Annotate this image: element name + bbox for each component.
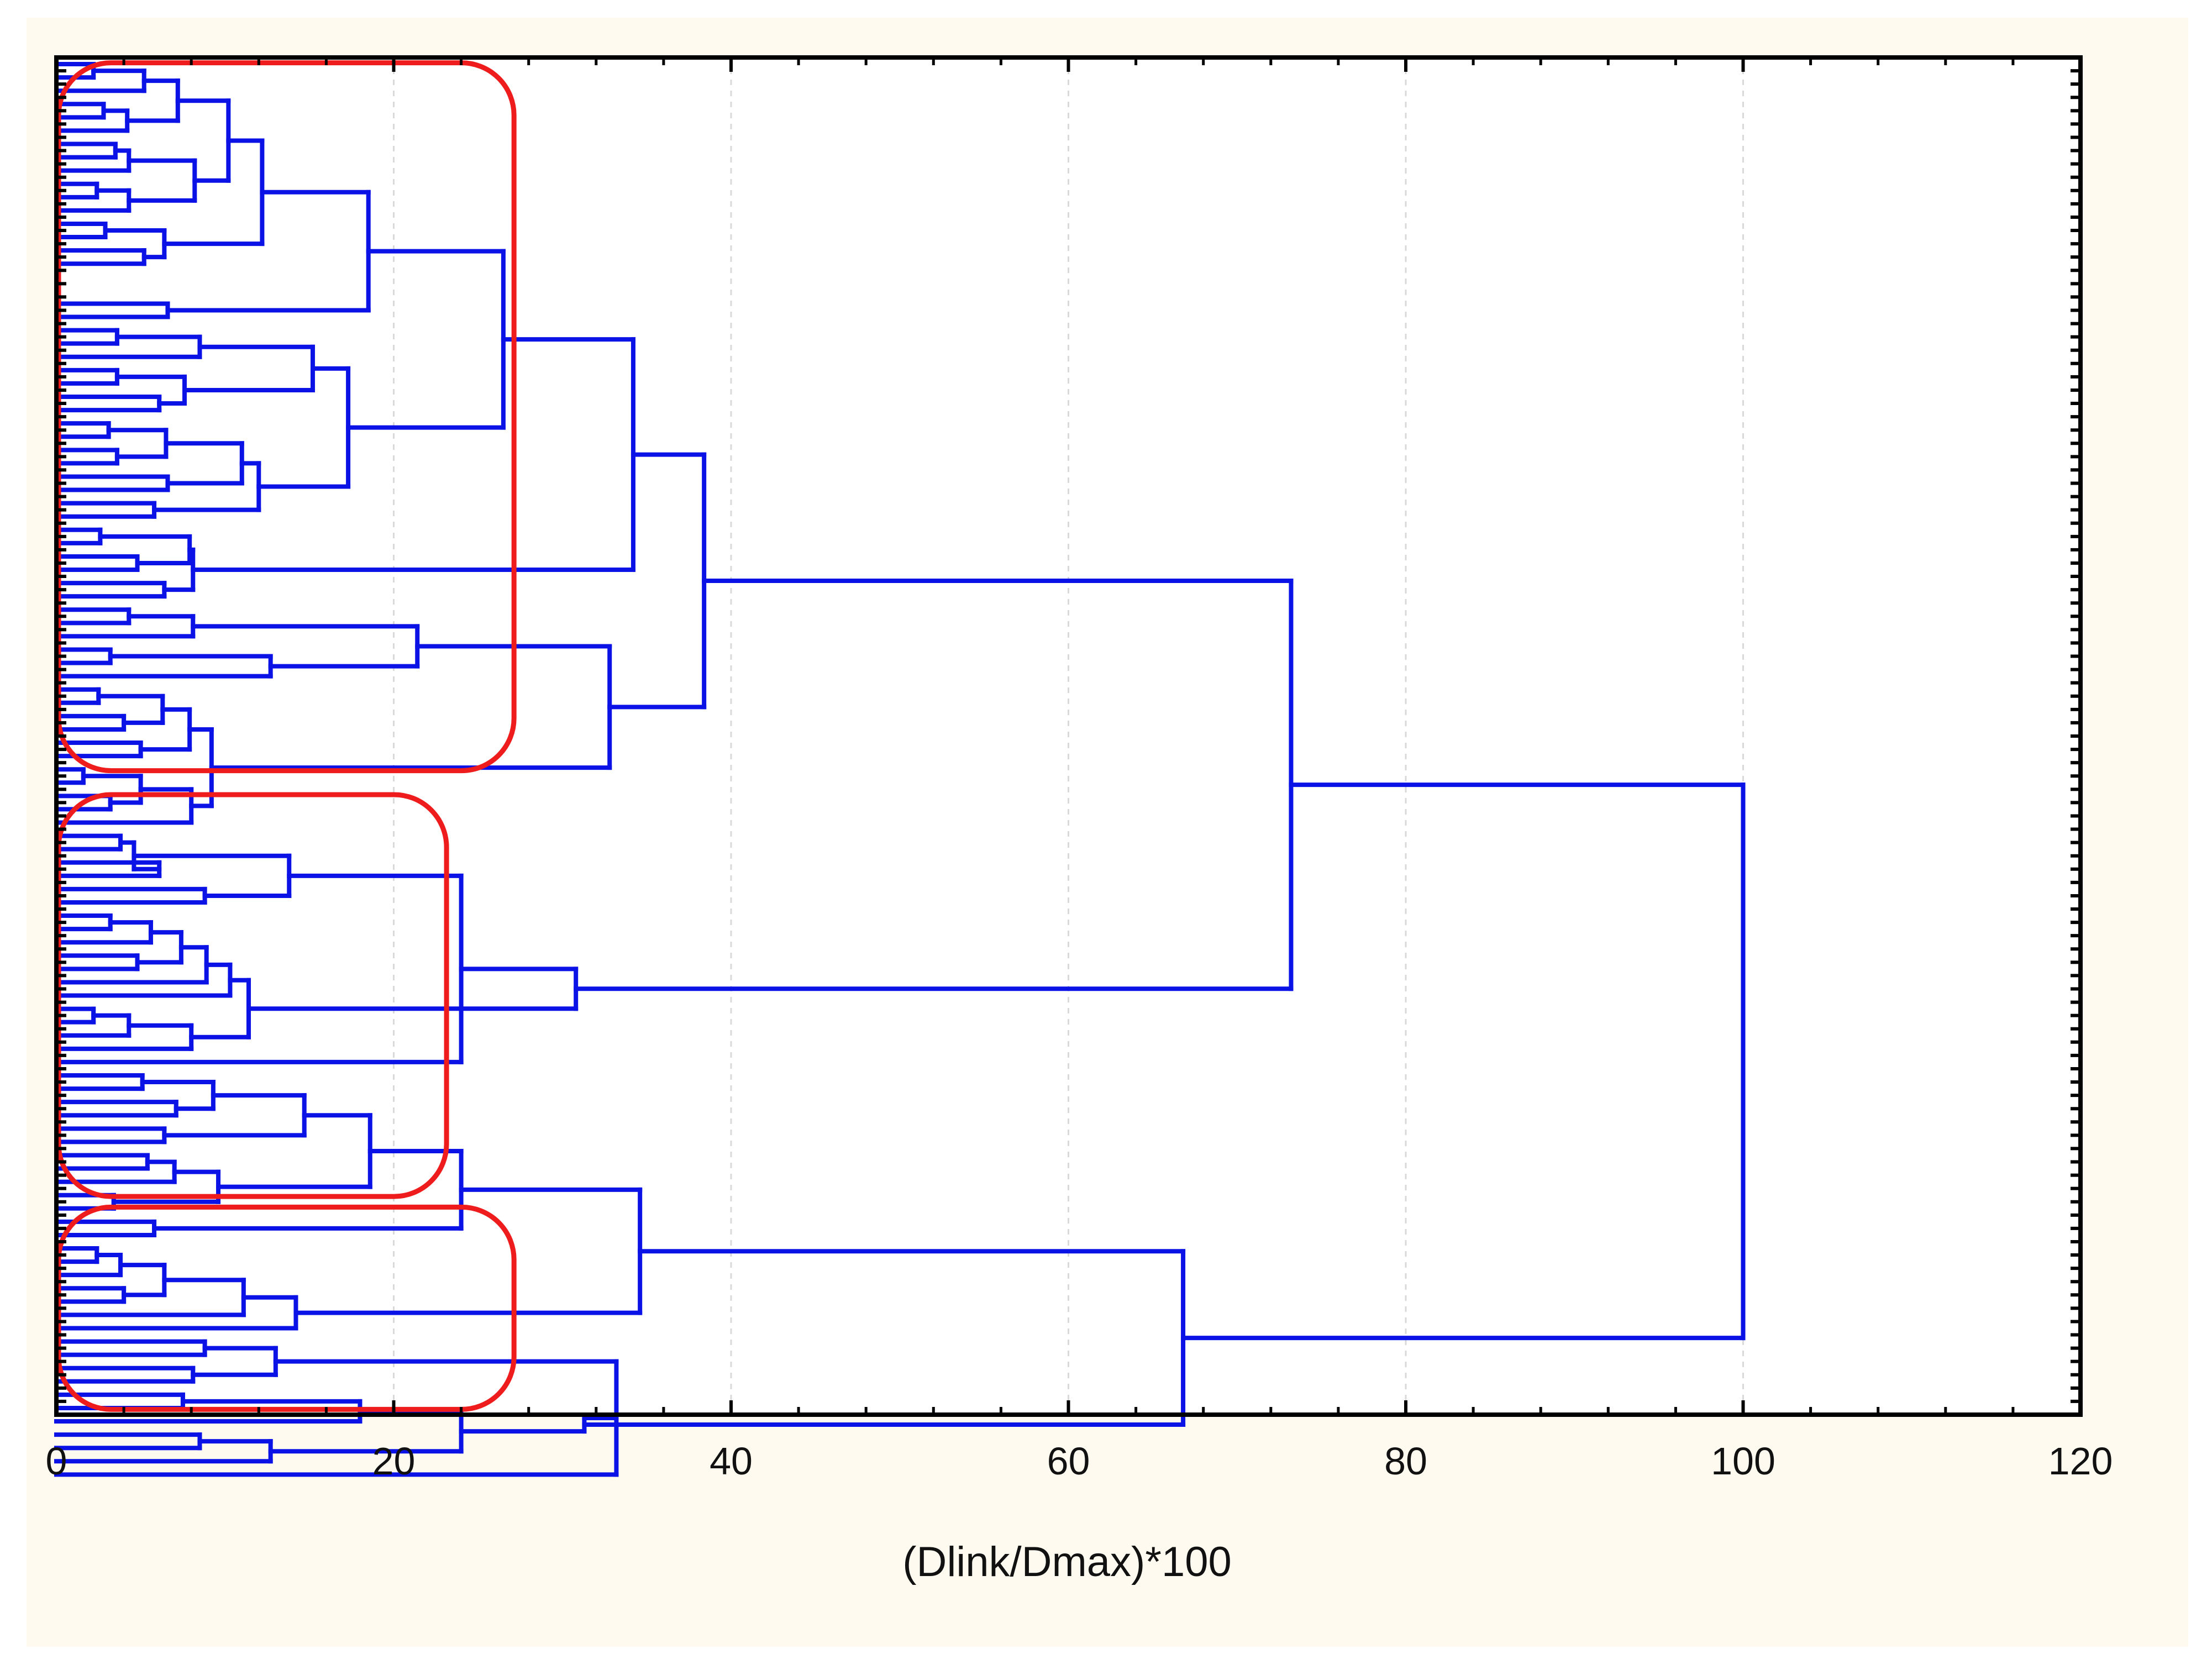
x-tick-label-80: 80 xyxy=(1384,1440,1427,1483)
x-tick-label-60: 60 xyxy=(1047,1440,1090,1483)
x-tick-label-120: 120 xyxy=(2048,1440,2113,1483)
x-axis-title: (Dlink/Dmax)*100 xyxy=(902,1538,1232,1585)
chart-background: 0 20 40 60 80 100 120 (Dlink/Dmax)*100 xyxy=(27,18,2188,1647)
x-tick-label-40: 40 xyxy=(710,1440,753,1483)
x-tick-label-20: 20 xyxy=(372,1440,416,1483)
dendrogram-chart: 0 20 40 60 80 100 120 (Dlink/Dmax)*100 xyxy=(27,18,2188,1647)
tick-labels: 0 20 40 60 80 100 120 xyxy=(46,1440,2113,1483)
axes xyxy=(54,55,2083,1417)
x-tick-label-0: 0 xyxy=(46,1440,67,1483)
x-tick-label-100: 100 xyxy=(1711,1440,1775,1483)
